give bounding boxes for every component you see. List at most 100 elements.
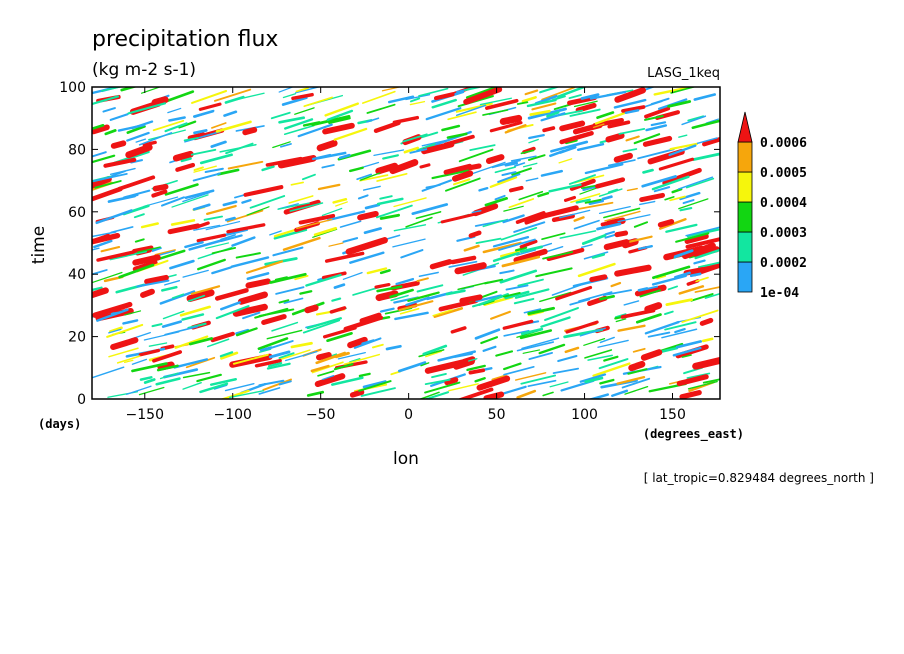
precip-streak	[100, 87, 124, 92]
x-tick-label: −50	[306, 407, 336, 423]
precip-streak	[154, 249, 176, 256]
precip-streak	[108, 347, 139, 358]
precip-streak	[681, 309, 719, 323]
precip-streak	[528, 138, 539, 144]
precip-streak	[125, 193, 139, 199]
precip-streak	[178, 120, 197, 129]
precip-streak	[193, 224, 221, 231]
precip-streak	[227, 160, 264, 170]
precip-streak	[516, 249, 537, 256]
precip-streak	[446, 132, 468, 139]
precip-streak	[405, 216, 433, 228]
precip-streak	[685, 237, 720, 249]
precip-streak	[214, 288, 249, 301]
precip-streak	[311, 153, 332, 161]
precip-streak	[504, 124, 527, 134]
precip-streak	[448, 260, 478, 268]
precip-streak	[335, 201, 348, 207]
precip-streak	[405, 296, 431, 307]
precip-streak	[524, 89, 539, 96]
precip-streak	[100, 245, 121, 253]
precip-streak	[701, 337, 714, 343]
precip-streak	[475, 294, 503, 303]
precip-streak	[505, 284, 529, 291]
precip-streak	[679, 191, 701, 201]
precip-streak	[605, 132, 625, 143]
precip-streak	[167, 223, 201, 235]
x-tick-label: 100	[571, 407, 598, 423]
precip-streak	[443, 163, 473, 175]
precip-streak	[502, 319, 534, 330]
precip-streak	[581, 234, 607, 245]
precip-streak	[333, 127, 368, 141]
precip-streak	[563, 195, 577, 202]
precip-streak	[393, 197, 427, 208]
precip-streak	[210, 331, 235, 343]
precip-streak	[569, 178, 596, 191]
precip-streak	[171, 293, 185, 299]
precip-streak	[503, 362, 522, 371]
precip-streak	[366, 267, 388, 275]
precip-streak	[653, 186, 671, 193]
precip-streak	[265, 156, 303, 167]
chart-title: precipitation flux	[92, 27, 278, 52]
colorbar-label: 1e-04	[760, 286, 799, 301]
precip-streak	[191, 90, 228, 104]
precip-streak	[573, 219, 600, 230]
precip-streak	[674, 328, 686, 334]
x-tick-label: 0	[404, 407, 413, 423]
x-tick-label: −100	[214, 407, 252, 423]
precip-streak	[213, 88, 252, 102]
precip-streak	[522, 162, 538, 168]
precip-streak	[681, 354, 692, 358]
precip-streak	[645, 124, 668, 132]
precip-streak	[180, 157, 192, 163]
precip-streak	[275, 286, 305, 295]
precip-streak	[193, 166, 204, 172]
precip-streak	[382, 154, 399, 160]
precip-streak	[677, 176, 714, 190]
precip-streak	[211, 266, 232, 275]
precip-streak	[531, 102, 557, 111]
precip-streak	[685, 177, 715, 189]
precip-streak	[516, 389, 537, 399]
precip-streak	[219, 143, 257, 153]
precip-streak	[395, 277, 415, 286]
precip-streak	[611, 389, 629, 397]
precip-streak	[639, 289, 661, 298]
precip-streak	[520, 374, 557, 385]
precip-streak	[108, 328, 122, 334]
precip-streak	[317, 370, 335, 377]
precip-streak	[444, 377, 459, 386]
precip-streak	[109, 250, 148, 261]
precip-streak	[209, 378, 237, 386]
precip-streak	[226, 223, 266, 234]
precip-streak	[371, 343, 384, 349]
precip-streak	[521, 96, 537, 103]
precip-streak	[468, 368, 486, 375]
precip-streak	[501, 171, 517, 177]
precip-streak	[482, 109, 509, 116]
precip-streak	[596, 222, 622, 231]
precip-streak	[290, 341, 313, 349]
precip-streak	[92, 123, 105, 131]
precip-streak	[604, 230, 616, 236]
precip-streak	[573, 100, 598, 108]
precip-streak	[159, 290, 196, 305]
precip-streak	[624, 385, 649, 395]
precip-streak	[92, 175, 112, 189]
precip-streak	[152, 183, 169, 192]
precip-streak	[277, 155, 317, 169]
precip-streak	[529, 109, 551, 116]
precip-streak	[159, 372, 179, 380]
precip-streak	[203, 215, 223, 221]
precip-streak	[420, 362, 430, 367]
precip-streak	[546, 111, 560, 118]
precip-streak	[161, 320, 183, 328]
precip-streak	[508, 198, 535, 209]
precip-streak	[444, 177, 481, 192]
precip-streak	[537, 192, 550, 198]
precip-streak	[359, 174, 389, 182]
precip-streak	[258, 379, 285, 387]
precip-streak	[196, 373, 222, 383]
